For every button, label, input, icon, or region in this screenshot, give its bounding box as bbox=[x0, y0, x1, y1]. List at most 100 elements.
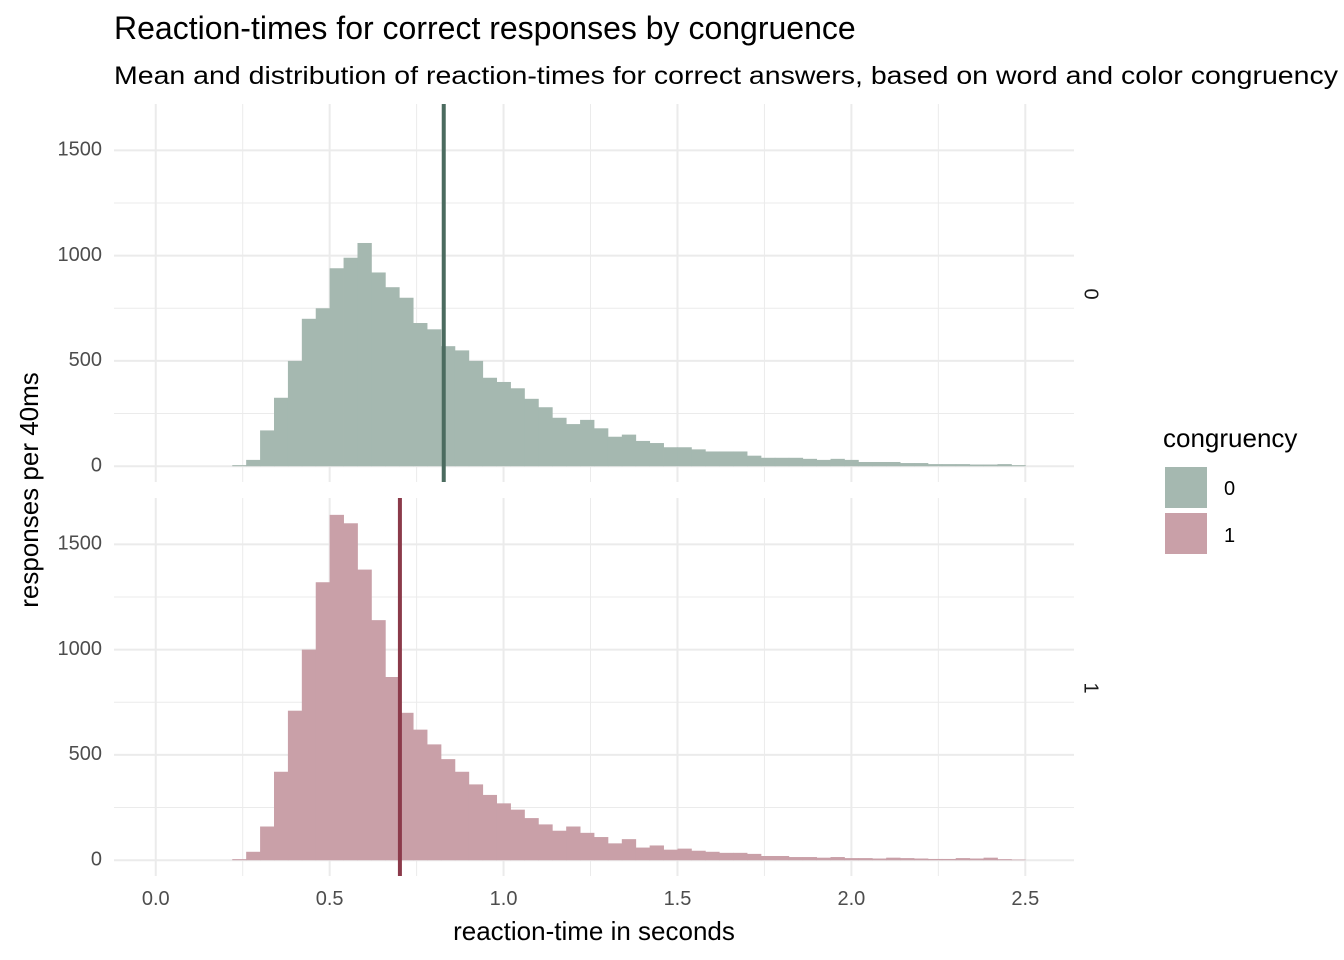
histogram-bar bbox=[427, 744, 442, 861]
histogram-bar bbox=[510, 388, 525, 467]
histogram-bar bbox=[997, 464, 1012, 467]
histogram-bar bbox=[858, 461, 873, 467]
y-tick-label: 1500 bbox=[58, 533, 103, 555]
histogram-bar bbox=[357, 242, 372, 467]
histogram-bar bbox=[802, 857, 818, 861]
legend: congruency 0 1 bbox=[1163, 423, 1297, 554]
histogram-bar bbox=[315, 582, 331, 861]
histogram-bar bbox=[246, 851, 261, 861]
y-axis-title: responses per 40ms bbox=[14, 372, 44, 608]
histogram-bar bbox=[886, 461, 901, 467]
histogram-bar bbox=[287, 710, 303, 861]
histogram-bar bbox=[983, 464, 998, 467]
histogram-bar bbox=[524, 398, 539, 467]
histogram-bar bbox=[594, 428, 609, 467]
histogram-bar bbox=[663, 447, 678, 467]
histogram-bar bbox=[371, 620, 386, 861]
histogram-bar bbox=[705, 451, 720, 467]
histogram-bar bbox=[510, 809, 525, 861]
histogram-bar bbox=[580, 832, 595, 861]
histogram-bar bbox=[232, 859, 247, 861]
y-tick-label: 1000 bbox=[58, 244, 103, 266]
histogram-bar bbox=[260, 430, 275, 467]
histogram-bar bbox=[468, 360, 484, 467]
histogram-bar bbox=[733, 852, 748, 861]
histogram-bar bbox=[774, 855, 790, 861]
legend-swatch-0 bbox=[1165, 467, 1207, 508]
histogram-bar bbox=[454, 350, 470, 467]
histogram-bar bbox=[621, 434, 637, 467]
x-tick-label: 2.0 bbox=[837, 888, 865, 910]
histogram-bar bbox=[983, 857, 998, 861]
histogram-bar bbox=[719, 852, 734, 861]
histogram-bar bbox=[649, 845, 664, 861]
histogram-bar bbox=[343, 523, 358, 861]
x-axis: 0.0 0.5 1.0 1.5 2.0 2.5 bbox=[142, 888, 1039, 910]
facet-panel-0 bbox=[114, 104, 1074, 482]
histogram-bar bbox=[232, 465, 247, 467]
x-tick-label: 1.0 bbox=[490, 888, 518, 910]
histogram-bar bbox=[440, 759, 456, 861]
x-tick-label: 1.5 bbox=[664, 888, 692, 910]
histogram-bar bbox=[385, 676, 400, 861]
histogram-bar bbox=[914, 858, 929, 861]
histogram-bar bbox=[663, 849, 678, 861]
histogram-bar bbox=[413, 729, 428, 861]
histogram-bar bbox=[274, 771, 289, 861]
histogram-bar bbox=[997, 859, 1012, 861]
histogram-bar bbox=[900, 463, 915, 467]
legend-label-1: 1 bbox=[1224, 525, 1235, 547]
histogram-bar bbox=[691, 850, 706, 861]
histogram-bar bbox=[607, 843, 623, 861]
histogram-bar bbox=[955, 858, 971, 861]
strip-label-0: 0 bbox=[1080, 288, 1102, 299]
y-axes: 0 500 1000 1500 0 500 1000 1500 bbox=[58, 139, 103, 871]
histogram-bar bbox=[538, 407, 553, 467]
histogram-bar bbox=[760, 457, 776, 467]
histogram-bar bbox=[872, 461, 887, 467]
histogram-bar bbox=[802, 458, 818, 467]
strip-label-1: 1 bbox=[1080, 682, 1102, 693]
y-tick-label: 1500 bbox=[58, 139, 103, 161]
histogram-bar bbox=[719, 451, 734, 467]
histogram-bar bbox=[955, 464, 971, 467]
histogram-bar bbox=[315, 308, 331, 467]
y-tick-label: 0 bbox=[91, 848, 102, 870]
histogram-bar bbox=[246, 459, 261, 467]
histogram-bar bbox=[941, 858, 957, 861]
histogram-bar bbox=[413, 323, 428, 467]
histogram-bar bbox=[691, 449, 706, 467]
histogram-bar bbox=[635, 847, 651, 861]
histogram-bar bbox=[914, 463, 929, 467]
histogram-bar bbox=[580, 419, 595, 467]
histogram-bar bbox=[552, 417, 567, 467]
histogram-bar bbox=[705, 851, 720, 861]
histogram-bar bbox=[385, 287, 400, 467]
histogram-bar bbox=[427, 329, 442, 467]
histogram-bar bbox=[886, 857, 901, 861]
histogram-bar bbox=[872, 858, 887, 861]
histogram-bar bbox=[816, 459, 831, 467]
histogram-bar bbox=[482, 794, 498, 861]
histogram-bar bbox=[329, 268, 344, 467]
y-tick-label: 500 bbox=[69, 743, 102, 765]
histogram-bar bbox=[900, 858, 915, 861]
legend-label-0: 0 bbox=[1224, 478, 1235, 500]
histogram-bar bbox=[677, 848, 692, 861]
y-tick-label: 0 bbox=[91, 454, 102, 476]
histogram-bar bbox=[329, 514, 344, 861]
histogram-bar bbox=[399, 297, 414, 467]
histogram-bar bbox=[566, 424, 581, 467]
x-tick-label: 0.0 bbox=[142, 888, 170, 910]
histogram-bar bbox=[594, 837, 609, 861]
histogram-bar bbox=[552, 830, 567, 861]
x-axis-title: reaction-time in seconds bbox=[453, 916, 735, 946]
histogram-bar bbox=[830, 458, 845, 467]
histogram-bar bbox=[301, 649, 317, 861]
histogram-bar bbox=[468, 784, 484, 861]
legend-swatch-1 bbox=[1165, 513, 1207, 554]
chart-subtitle: Mean and distribution of reaction-times … bbox=[114, 62, 1339, 90]
histogram-bar bbox=[788, 457, 804, 467]
legend-title: congruency bbox=[1163, 423, 1297, 453]
